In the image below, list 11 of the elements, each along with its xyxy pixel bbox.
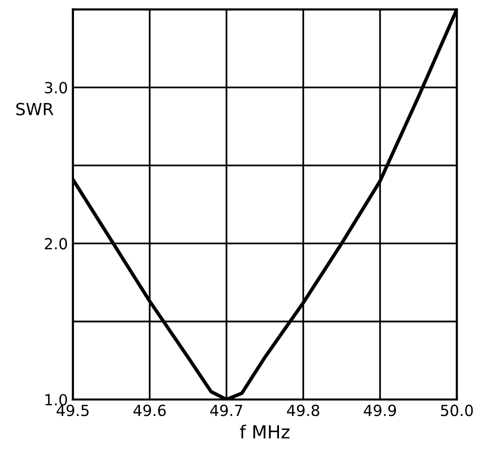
y-tick-label: 1.0: [45, 394, 68, 406]
y-tick-label: 3.0: [44, 82, 68, 94]
x-tick-label: 49.8: [287, 404, 320, 416]
x-axis-title: f MHz: [240, 424, 290, 438]
x-tick-label: 49.6: [133, 404, 166, 416]
x-tick-label: 50.0: [441, 404, 473, 416]
x-tick-label: 49.5: [56, 404, 89, 416]
x-tick-label: 49.9: [364, 404, 396, 416]
y-tick-label: 2.0: [44, 238, 68, 250]
x-tick-label: 49.7: [210, 404, 242, 416]
y-axis-title: SWR: [16, 102, 54, 116]
